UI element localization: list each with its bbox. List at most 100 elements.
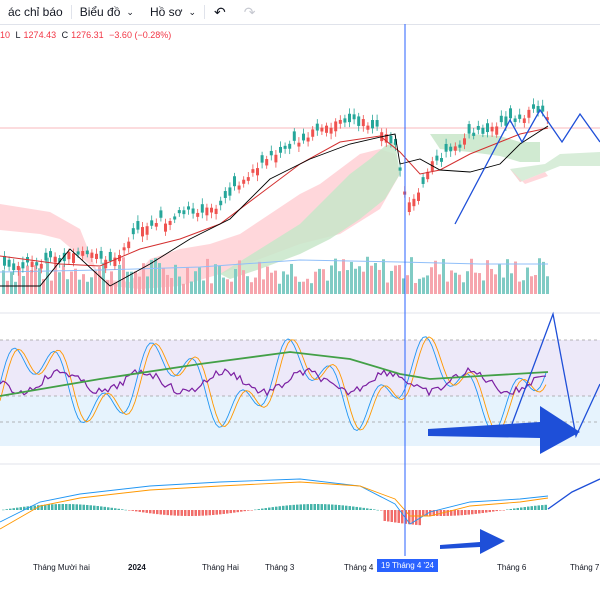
candle-body [357,116,361,126]
candle-body [348,113,351,123]
candle-body [228,187,232,196]
macd-histogram-bar [282,505,285,510]
volume-bar [466,271,469,294]
volume-bar [54,257,57,294]
ohlc-close-label: C [61,30,69,40]
macd-histogram-bar [471,510,474,515]
projection-zigzag-price [454,108,600,225]
candle-body [384,134,388,143]
candle-body [486,123,489,133]
candle-body [246,177,250,181]
macd-histogram-bar [544,504,547,510]
volume-bar [162,268,165,294]
chevron-down-icon: ⌄ [188,6,197,17]
candle-body [191,208,195,214]
macd-histogram-bar [292,504,295,510]
candle-body [476,125,480,130]
macd-histogram-bar [184,510,187,516]
profile-menu-button[interactable]: Hồ sơ ⌄ [142,0,204,24]
macd-histogram-bar [86,504,89,510]
candle-body [513,118,517,122]
volume-bar [166,274,169,294]
volume-bar [546,276,549,294]
macd-histogram-bar [348,506,351,510]
candle-body [76,251,80,255]
macd-histogram-bar [58,504,61,510]
candle-body [449,146,453,152]
volume-bar [486,260,489,294]
time-axis-label: 2024 [128,563,146,572]
volume-bar [210,283,213,294]
macd-histogram-bar [33,505,36,510]
chart-menu-button[interactable]: Biểu đồ ⌄ [72,0,142,24]
macd-histogram-bar [530,506,533,510]
candle-body [320,127,324,132]
candle-body [196,212,200,217]
candle-body [279,146,282,153]
candle-body [306,137,310,142]
volume-bar [490,268,493,294]
candle-body [536,106,540,113]
volume-bar [194,271,197,294]
candle-body [219,200,223,206]
chart-canvas[interactable] [0,24,600,556]
volume-bar [534,275,537,294]
macd-histogram-bar [362,507,365,510]
volume-bar [90,277,93,294]
candle-body [269,150,273,156]
volume-bar [494,274,497,294]
volume-bar [522,280,525,294]
volume-bar [442,258,445,294]
drawing-overlay [404,24,600,556]
time-axis-label: Tháng 7 [570,563,600,572]
candle-body [173,216,177,220]
candle-body [532,104,535,109]
volume-bar [214,264,217,294]
volume-bar [274,270,277,294]
time-axis-label: Tháng 4 [344,563,374,572]
volume-bar [126,271,129,294]
volume-bar [26,265,29,294]
macd-histogram-bar [261,508,264,510]
volume-bar [414,283,417,294]
macd-histogram-bar [306,504,309,510]
redo-icon[interactable]: ↷ [243,3,256,20]
ichimoku-cloud-bull [220,142,400,279]
time-axis-label: Tháng Hai [202,563,239,572]
volume-bar [270,272,273,294]
moving-average-line [0,127,549,267]
volume-bar [238,260,241,294]
macd-histogram-bar [313,504,316,510]
candle-body [16,265,20,270]
macd-histogram-bar [117,508,120,510]
macd-histogram-bar [275,506,278,510]
macd-histogram-bar [79,504,82,510]
undo-icon[interactable]: ↶ [214,3,226,20]
time-axis-label: Tháng 6 [497,563,527,572]
macd-histogram-bar [303,504,306,510]
volume-bar [538,258,541,294]
ohlc-change: −3.60 (−0.28%) [109,30,172,40]
macd-histogram-bar [159,510,162,515]
candle-body [421,177,425,184]
candle-body [371,120,374,129]
candle-body [417,192,420,201]
macd-histogram-bar [180,510,183,516]
volume-bar [10,271,13,294]
volume-bar [474,272,477,294]
macd-histogram-bar [369,508,372,510]
macd-histogram-bar [19,507,22,510]
macd-histogram-bar [156,510,159,515]
candle-body [292,131,296,141]
macd-histogram-bar [124,509,127,511]
candle-body [463,138,466,145]
indicators-button[interactable]: ác chỉ báo [0,0,71,24]
candle-body [177,210,181,214]
volume-bar [434,260,437,294]
volume-bar [102,262,105,294]
candle-body [122,247,126,251]
volume-bar [266,266,269,294]
candle-body [164,223,167,232]
macd-histogram-bar [296,504,299,510]
candle-body [297,142,301,147]
